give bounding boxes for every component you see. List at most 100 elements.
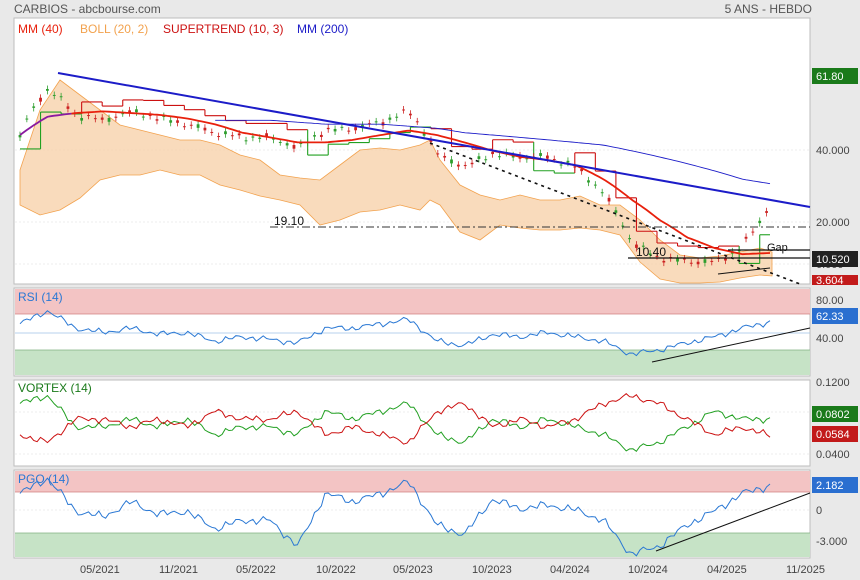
candle-body	[751, 231, 755, 233]
candle-body	[299, 142, 303, 144]
candle-body	[148, 114, 152, 116]
candle-body	[230, 135, 234, 137]
candle-body	[498, 156, 501, 158]
candle-body	[251, 136, 255, 138]
x-tick-1: 11/2021	[159, 564, 198, 576]
badge-high-bg	[812, 68, 858, 84]
candle-body	[196, 124, 200, 128]
candle-body	[265, 133, 268, 137]
candle-body	[402, 109, 405, 111]
x-tick-0: 05/2021	[80, 564, 120, 576]
candle-body	[724, 258, 727, 261]
candle-body	[539, 153, 542, 156]
pgo-high-zone	[15, 471, 810, 492]
rsi-badge: 62.33	[816, 311, 844, 323]
candle-body	[600, 192, 604, 194]
rsi-trend-line	[651, 327, 811, 363]
candle-body	[319, 134, 323, 137]
candle-body	[340, 126, 344, 128]
y-tick-40: 40.000	[816, 145, 850, 157]
candle-body	[374, 121, 378, 123]
y-tick-20: 20.000	[816, 217, 850, 229]
candle-body	[641, 245, 645, 247]
pgo-badge-bg	[812, 477, 858, 493]
badge-low: 3.604	[816, 275, 844, 287]
x-tick-2: 05/2022	[236, 564, 276, 576]
candle-body	[765, 211, 768, 213]
candle-body	[169, 120, 173, 123]
badge-high: 61.80	[816, 71, 844, 83]
candle-body	[450, 159, 453, 164]
candle-body	[313, 135, 316, 137]
candle-body	[210, 131, 214, 133]
legend-boll: BOLL (20, 2)	[80, 22, 148, 36]
candle-body	[587, 180, 590, 183]
candle-body	[484, 159, 488, 161]
level-1910-label: 19.10	[274, 214, 304, 228]
candle-body	[217, 136, 221, 138]
candle-body	[93, 118, 97, 120]
candle-body	[278, 141, 282, 143]
candle-body	[744, 236, 748, 239]
candle-body	[737, 250, 741, 252]
mm200-line	[215, 119, 771, 185]
main-uptrend-line	[717, 267, 771, 275]
x-tick-8: 04/2025	[707, 564, 747, 576]
x-tick-6: 04/2024	[550, 564, 590, 576]
timeframe-label: 5 ANS - HEBDO	[724, 2, 812, 16]
candle-body	[141, 116, 145, 118]
candle-body	[696, 261, 700, 265]
candle-body	[59, 96, 63, 98]
mm40-line-early	[19, 112, 72, 136]
candle-body	[710, 260, 714, 262]
candle-body	[436, 153, 440, 155]
candle-body	[66, 106, 70, 109]
candle-body	[347, 130, 351, 132]
vortex-minus-badge: 0.0584	[816, 429, 850, 441]
candle-body	[162, 116, 166, 118]
rsi-tick-80: 80.00	[816, 295, 844, 307]
rsi-overbought-zone	[15, 289, 810, 314]
rsi-badge-bg	[812, 308, 858, 324]
candle-body	[491, 151, 495, 155]
candle-body	[573, 166, 577, 168]
candle-body	[128, 110, 131, 113]
candle-body	[689, 262, 693, 264]
candle-body	[182, 126, 186, 128]
candle-body	[224, 131, 227, 135]
vortex-plus-line	[19, 394, 771, 453]
candle-body	[258, 137, 262, 139]
candle-body	[100, 117, 104, 120]
candle-body	[395, 116, 399, 118]
mm40-line	[71, 110, 771, 256]
candle-body	[333, 128, 337, 132]
x-tick-3: 10/2022	[316, 564, 356, 576]
candle-body	[607, 197, 611, 202]
candle-body	[525, 158, 529, 160]
vortex-tick-low: 0.0400	[816, 449, 850, 461]
candle-body	[114, 116, 118, 118]
pgo-trend-line	[655, 492, 811, 552]
candle-body	[456, 164, 460, 167]
candle-body	[121, 113, 125, 115]
candle-body	[18, 135, 22, 138]
legend-supertrend: SUPERTREND (10, 3)	[163, 22, 283, 36]
candle-body	[45, 88, 49, 91]
candle-body	[662, 260, 666, 263]
candle-body	[25, 118, 29, 120]
candle-body	[292, 145, 296, 149]
candle-body	[388, 117, 392, 120]
candle-body	[443, 155, 447, 158]
candle-body	[463, 165, 467, 167]
long-downtrend-line	[57, 72, 811, 208]
gap-label: Gap	[767, 242, 788, 254]
badge-last-bg	[812, 251, 858, 267]
candle-body	[107, 118, 111, 122]
chart-header: CARBIOS - abcbourse.com 5 ANS - HEBDO	[0, 0, 860, 18]
pgo-legend: PGO (14)	[18, 472, 69, 486]
candle-body	[511, 155, 515, 158]
bollinger-band	[19, 79, 773, 284]
level-1040-label: 10.40	[636, 245, 666, 259]
candle-body	[655, 255, 659, 257]
